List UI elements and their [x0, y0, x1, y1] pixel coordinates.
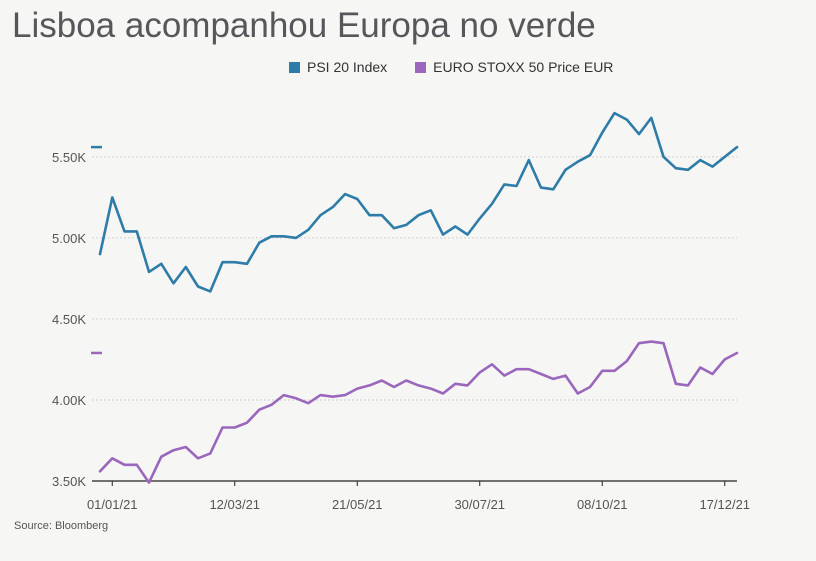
x-tick-label: 08/10/21	[577, 497, 628, 512]
legend-item-stoxx: EURO STOXX 50 Price EUR	[415, 59, 613, 75]
x-tick-label: 21/05/21	[332, 497, 383, 512]
legend-label-stoxx: EURO STOXX 50 Price EUR	[433, 59, 614, 75]
y-tick-label: 4.50K	[52, 312, 86, 327]
source-note: Source: Bloomberg	[14, 520, 109, 532]
y-tick-label: 5.00K	[52, 231, 86, 246]
x-tick-label: 17/12/21	[699, 497, 750, 512]
chart-title: Lisboa acompanhou Europa no verde	[12, 6, 596, 45]
x-tick-label: 01/01/21	[87, 497, 138, 512]
y-tick-label: 3.50K	[52, 474, 86, 489]
legend-swatch-stoxx	[415, 61, 427, 73]
y-tick-label: 4.00K	[52, 393, 86, 408]
legend-label-psi: PSI 20 Index	[307, 59, 388, 75]
series-line-stoxx	[98, 340, 739, 484]
series-line-psi	[98, 111, 739, 293]
legend-item-psi: PSI 20 Index	[289, 59, 387, 75]
legend: PSI 20 Index EURO STOXX 50 Price EUR	[289, 59, 641, 75]
y-tick-label: 5.50K	[52, 150, 86, 165]
x-tick-label: 12/03/21	[209, 497, 260, 512]
legend-swatch-psi	[289, 61, 300, 73]
x-tick-label: 30/07/21	[454, 497, 505, 512]
